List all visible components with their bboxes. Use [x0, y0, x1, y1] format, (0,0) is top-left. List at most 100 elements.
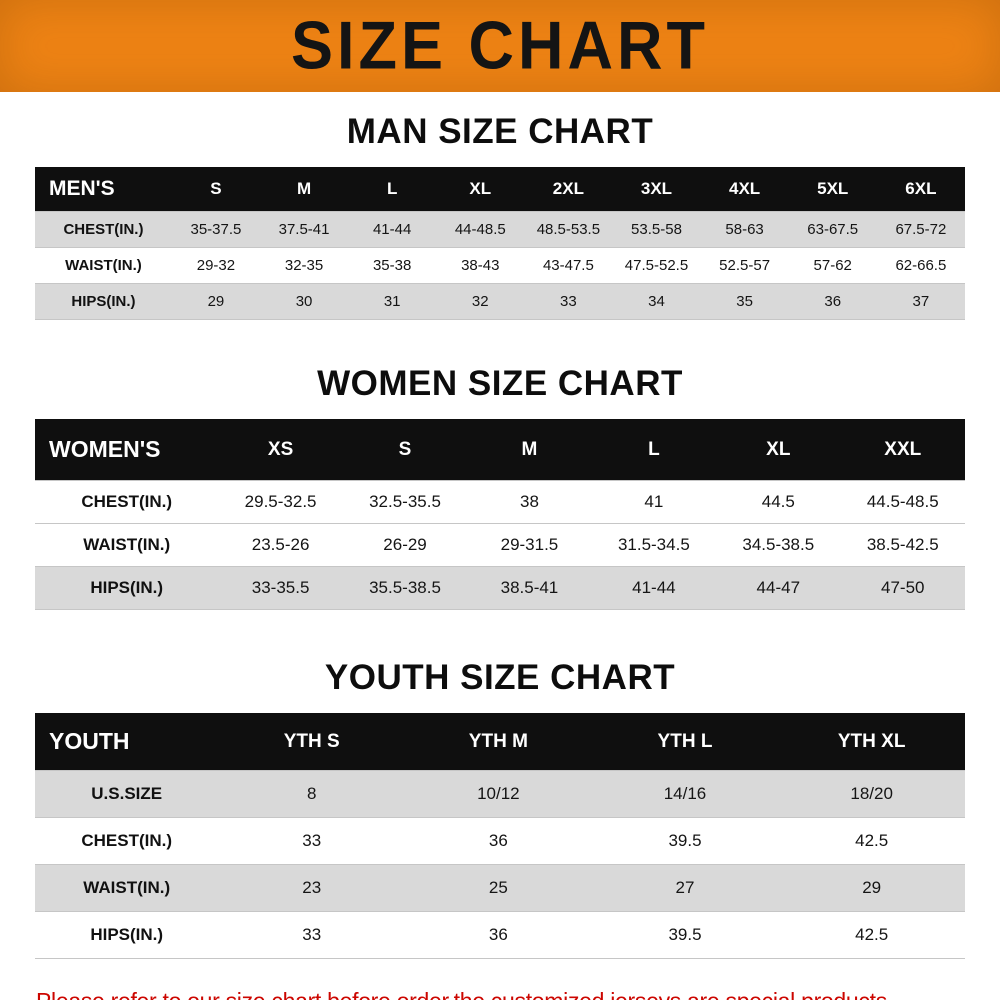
youth-size-chart-section: YOUTH SIZE CHART YOUTH YTH S YTH M YTH L YTH … [0, 658, 1000, 959]
cell-value: 35-37.5 [190, 221, 242, 238]
header-row: YOUTH YTH S YTH M YTH L YTH XL [35, 713, 965, 771]
row-label: HIPS(IN.) [71, 293, 136, 310]
cell-value: 27 [675, 878, 695, 897]
table-row: WAIST(IN.) 23 25 27 29 [35, 864, 965, 912]
cell-value: 23.5-26 [251, 535, 310, 554]
table-row: CHEST(IN.) 35-37.5 37.5-41 41-44 44-48.5 48.5… [35, 211, 965, 248]
womens-size-table: WOMEN'S XS S M L XL XXL CHEST(IN.) 29.5-32.5 32.5… [35, 419, 965, 610]
header-size-label: XL [716, 419, 841, 481]
row-label: CHEST(IN.) [63, 221, 144, 238]
cell-value: 42.5 [855, 925, 889, 944]
cell-value: 31.5-34.5 [617, 535, 690, 554]
cell-value: 36 [488, 925, 508, 944]
header-size-label: 3XL [612, 167, 701, 212]
header-size-label: S [171, 167, 260, 212]
cell-value: 29-31.5 [500, 535, 559, 554]
cell-value: 57-62 [813, 257, 852, 274]
cell-value: 41-44 [372, 221, 412, 238]
cell-value: 30 [295, 293, 313, 310]
header-group-label: WOMEN'S [35, 419, 219, 481]
header-size-label: 4XL [700, 167, 789, 212]
youth-section-title: YOUTH SIZE CHART [324, 658, 676, 697]
mens-size-table: MEN'S S M L XL 2XL 3XL 4XL 5XL 6XL CHEST(IN.) 35-37… [35, 167, 965, 320]
cell-value: 42.5 [855, 831, 889, 850]
cell-value: 38-43 [461, 257, 500, 274]
header-size-label: M [467, 419, 592, 481]
header-group-label: MEN'S [35, 167, 172, 212]
cell-value: 44-47 [756, 578, 801, 597]
header-row: MEN'S S M L XL 2XL 3XL 4XL 5XL 6XL [35, 167, 965, 212]
cell-value: 29-32 [196, 257, 236, 274]
cell-value: 47.5-52.5 [624, 257, 689, 274]
header-size-label: XS [218, 419, 343, 481]
row-label: HIPS(IN.) [90, 925, 164, 944]
cell-value: 44.5 [761, 492, 795, 511]
cell-value: 31 [383, 293, 401, 310]
footer-line-1: Please refer to our size chart before or… [36, 988, 1000, 1000]
womens-size-chart-section: WOMEN SIZE CHART WOMEN'S XS S M L XL XXL CHEST(I… [0, 364, 1000, 610]
cell-value: 36 [824, 293, 842, 310]
cell-value: 67.5-72 [895, 221, 947, 238]
cell-value: 38 [519, 492, 539, 511]
row-label: WAIST(IN.) [83, 535, 171, 554]
footer-note: Please refer to our size chart before or… [36, 985, 1000, 1000]
cell-value: 35-38 [372, 257, 412, 274]
cell-value: 52.5-57 [719, 257, 771, 274]
table-row: HIPS(IN.) 33-35.5 35.5-38.5 38.5-41 41-44 44-… [35, 566, 965, 610]
row-label: CHEST(IN.) [81, 492, 173, 511]
cell-value: 58-63 [725, 221, 764, 238]
cell-value: 32.5-35.5 [369, 492, 441, 511]
charts-container: MAN SIZE CHART MEN'S S M L XL 2XL 3XL 4XL 5XL 6XL C… [0, 112, 1000, 959]
cell-value: 41 [644, 492, 664, 511]
cell-value: 10/12 [477, 784, 520, 803]
row-label: CHEST(IN.) [81, 831, 173, 850]
cell-value: 44.5-48.5 [866, 492, 939, 511]
cell-value: 62-66.5 [895, 257, 947, 274]
cell-value: 39.5 [668, 925, 702, 944]
table-row: CHEST(IN.) 33 36 39.5 42.5 [35, 817, 965, 865]
youth-size-table: YOUTH YTH S YTH M YTH L YTH XL U.S.SIZE 8 10/12… [35, 713, 965, 959]
cell-value: 29.5-32.5 [244, 492, 317, 511]
cell-value: 41-44 [632, 578, 676, 597]
cell-value: 18/20 [850, 784, 893, 803]
cell-value: 25 [488, 878, 508, 897]
table-row: HIPS(IN.) 29 30 31 32 33 34 35 36 37 [35, 283, 965, 320]
header-size-label: M [260, 167, 349, 212]
header-size-label: XXL [840, 419, 965, 481]
header-group-label: YOUTH [35, 713, 219, 771]
header-size-label: L [348, 167, 437, 212]
cell-value: 33 [302, 925, 322, 944]
row-label: HIPS(IN.) [90, 578, 164, 597]
cell-value: 29 [207, 293, 225, 310]
table-row: WAIST(IN.) 23.5-26 26-29 29-31.5 31.5-34.5 34… [35, 523, 965, 567]
header-size-label: 6XL [876, 167, 965, 212]
row-label: WAIST(IN.) [83, 878, 171, 897]
header-size-label: YTH M [405, 713, 592, 771]
header-size-label: XL [436, 167, 525, 212]
cell-value: 33-35.5 [251, 578, 310, 597]
table-row: WAIST(IN.) 29-32 32-35 35-38 38-43 43-47.5 47.… [35, 247, 965, 284]
mens-size-chart-section: MAN SIZE CHART MEN'S S M L XL 2XL 3XL 4XL 5XL 6XL C… [0, 112, 1000, 320]
cell-value: 36 [488, 831, 508, 850]
header-size-label: YTH L [591, 713, 779, 771]
cell-value: 37.5-41 [278, 221, 330, 238]
cell-value: 8 [306, 784, 317, 803]
cell-value: 44-48.5 [454, 221, 506, 238]
header-size-label: 5XL [788, 167, 877, 212]
cell-value: 34 [648, 293, 665, 310]
cell-value: 14/16 [663, 784, 707, 803]
cell-value: 48.5-53.5 [536, 221, 601, 238]
row-label: U.S.SIZE [91, 784, 163, 803]
header-row: WOMEN'S XS S M L XL XXL [35, 419, 965, 481]
cell-value: 35 [736, 293, 753, 310]
cell-value: 34.5-38.5 [742, 535, 815, 554]
cell-value: 33 [560, 293, 577, 310]
cell-value: 39.5 [668, 831, 702, 850]
table-row: CHEST(IN.) 29.5-32.5 32.5-35.5 38 41 44.5 44.5… [35, 480, 965, 524]
cell-value: 35.5-38.5 [369, 578, 441, 597]
header-size-label: 2XL [524, 167, 613, 212]
header-size-label: YTH S [218, 713, 406, 771]
cell-value: 63-67.5 [807, 221, 859, 238]
header-size-label: L [591, 419, 717, 481]
